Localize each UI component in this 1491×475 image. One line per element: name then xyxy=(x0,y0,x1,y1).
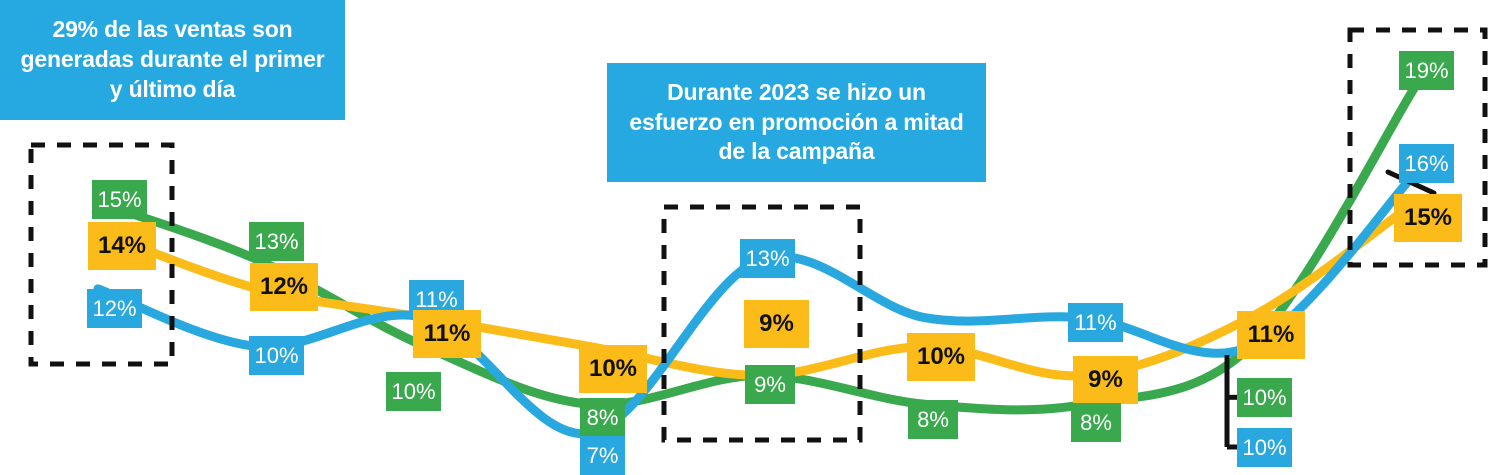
data-label-yellow-y5: 9% xyxy=(744,300,809,348)
data-label-blue-b1: 12% xyxy=(87,289,142,328)
data-label-yellow-y4: 10% xyxy=(579,345,647,393)
data-label-green-g7: 8% xyxy=(1071,403,1121,442)
data-label-blue-b5: 13% xyxy=(740,239,795,278)
callout-promo-banner: Durante 2023 se hizo un esfuerzo en prom… xyxy=(607,63,986,182)
data-label-green-g8: 10% xyxy=(1237,378,1292,417)
data-label-green-g2: 13% xyxy=(249,222,304,261)
callout-promo-text: Durante 2023 se hizo un esfuerzo en prom… xyxy=(629,78,964,165)
data-label-yellow-y3: 11% xyxy=(413,310,481,358)
data-label-blue-b6: 11% xyxy=(1068,303,1123,342)
data-label-green-g3: 10% xyxy=(386,372,441,411)
dashed-left xyxy=(28,142,175,367)
callout-sales-text: 29% de las ventas son generadas durante … xyxy=(20,16,325,102)
data-label-yellow-y2: 12% xyxy=(250,263,318,311)
data-label-blue-b2: 10% xyxy=(249,336,304,375)
data-label-green-g9: 19% xyxy=(1399,51,1454,90)
data-label-yellow-y9: 15% xyxy=(1394,194,1462,242)
callout-sales-banner: 29% de las ventas son generadas durante … xyxy=(0,0,345,120)
data-label-yellow-y7: 9% xyxy=(1073,356,1138,404)
data-label-green-g6: 8% xyxy=(908,400,958,439)
data-label-blue-b9: 16% xyxy=(1399,144,1454,183)
data-label-yellow-y6: 10% xyxy=(907,333,975,381)
data-label-yellow-y1: 14% xyxy=(88,222,156,270)
data-label-green-g1: 15% xyxy=(92,180,147,219)
data-label-yellow-y8: 11% xyxy=(1237,311,1305,359)
data-label-blue-b4: 7% xyxy=(580,436,625,475)
data-label-green-g4: 8% xyxy=(580,398,625,437)
data-label-green-g5: 9% xyxy=(745,365,795,404)
data-label-blue-b8: 10% xyxy=(1237,428,1292,467)
dashed-middle xyxy=(661,204,863,443)
